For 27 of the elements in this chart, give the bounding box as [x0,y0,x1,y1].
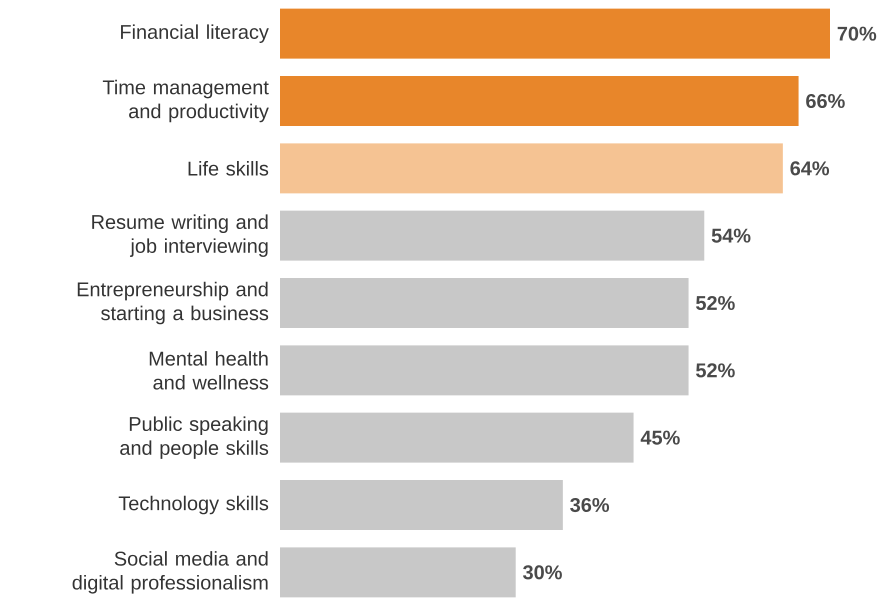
y-tick-label: Public speaking and people skills [120,416,268,459]
y-tick-label: Time management and productivity [102,80,269,122]
data-label: 54% [712,228,750,243]
bar [280,480,563,530]
bar [280,345,689,396]
bar [280,76,799,126]
data-label: 70% [838,26,876,41]
bar [280,412,634,463]
bar [280,278,689,328]
data-label: 52% [696,296,735,310]
y-tick-label: Mental health and wellness [150,351,268,390]
data-label: 30% [523,565,562,580]
bar [280,547,516,598]
y-tick-label: Financial literacy [121,24,269,43]
bar [280,143,783,194]
y-tick-label: Social media and digital professionalism [72,551,268,594]
y-tick-label: Resume writing and job interviewing [92,214,268,257]
y-tick-label: Life skills [188,161,268,176]
data-label: 52% [696,363,735,378]
y-tick-label: Technology skills [118,496,268,514]
data-label: 66% [806,94,845,108]
bar [280,210,704,261]
data-label: 64% [790,161,830,176]
bar [280,8,830,59]
y-tick-label: Entrepreneurship and starting a business [78,282,268,324]
data-label: 36% [570,498,610,512]
data-label: 45% [640,430,680,445]
